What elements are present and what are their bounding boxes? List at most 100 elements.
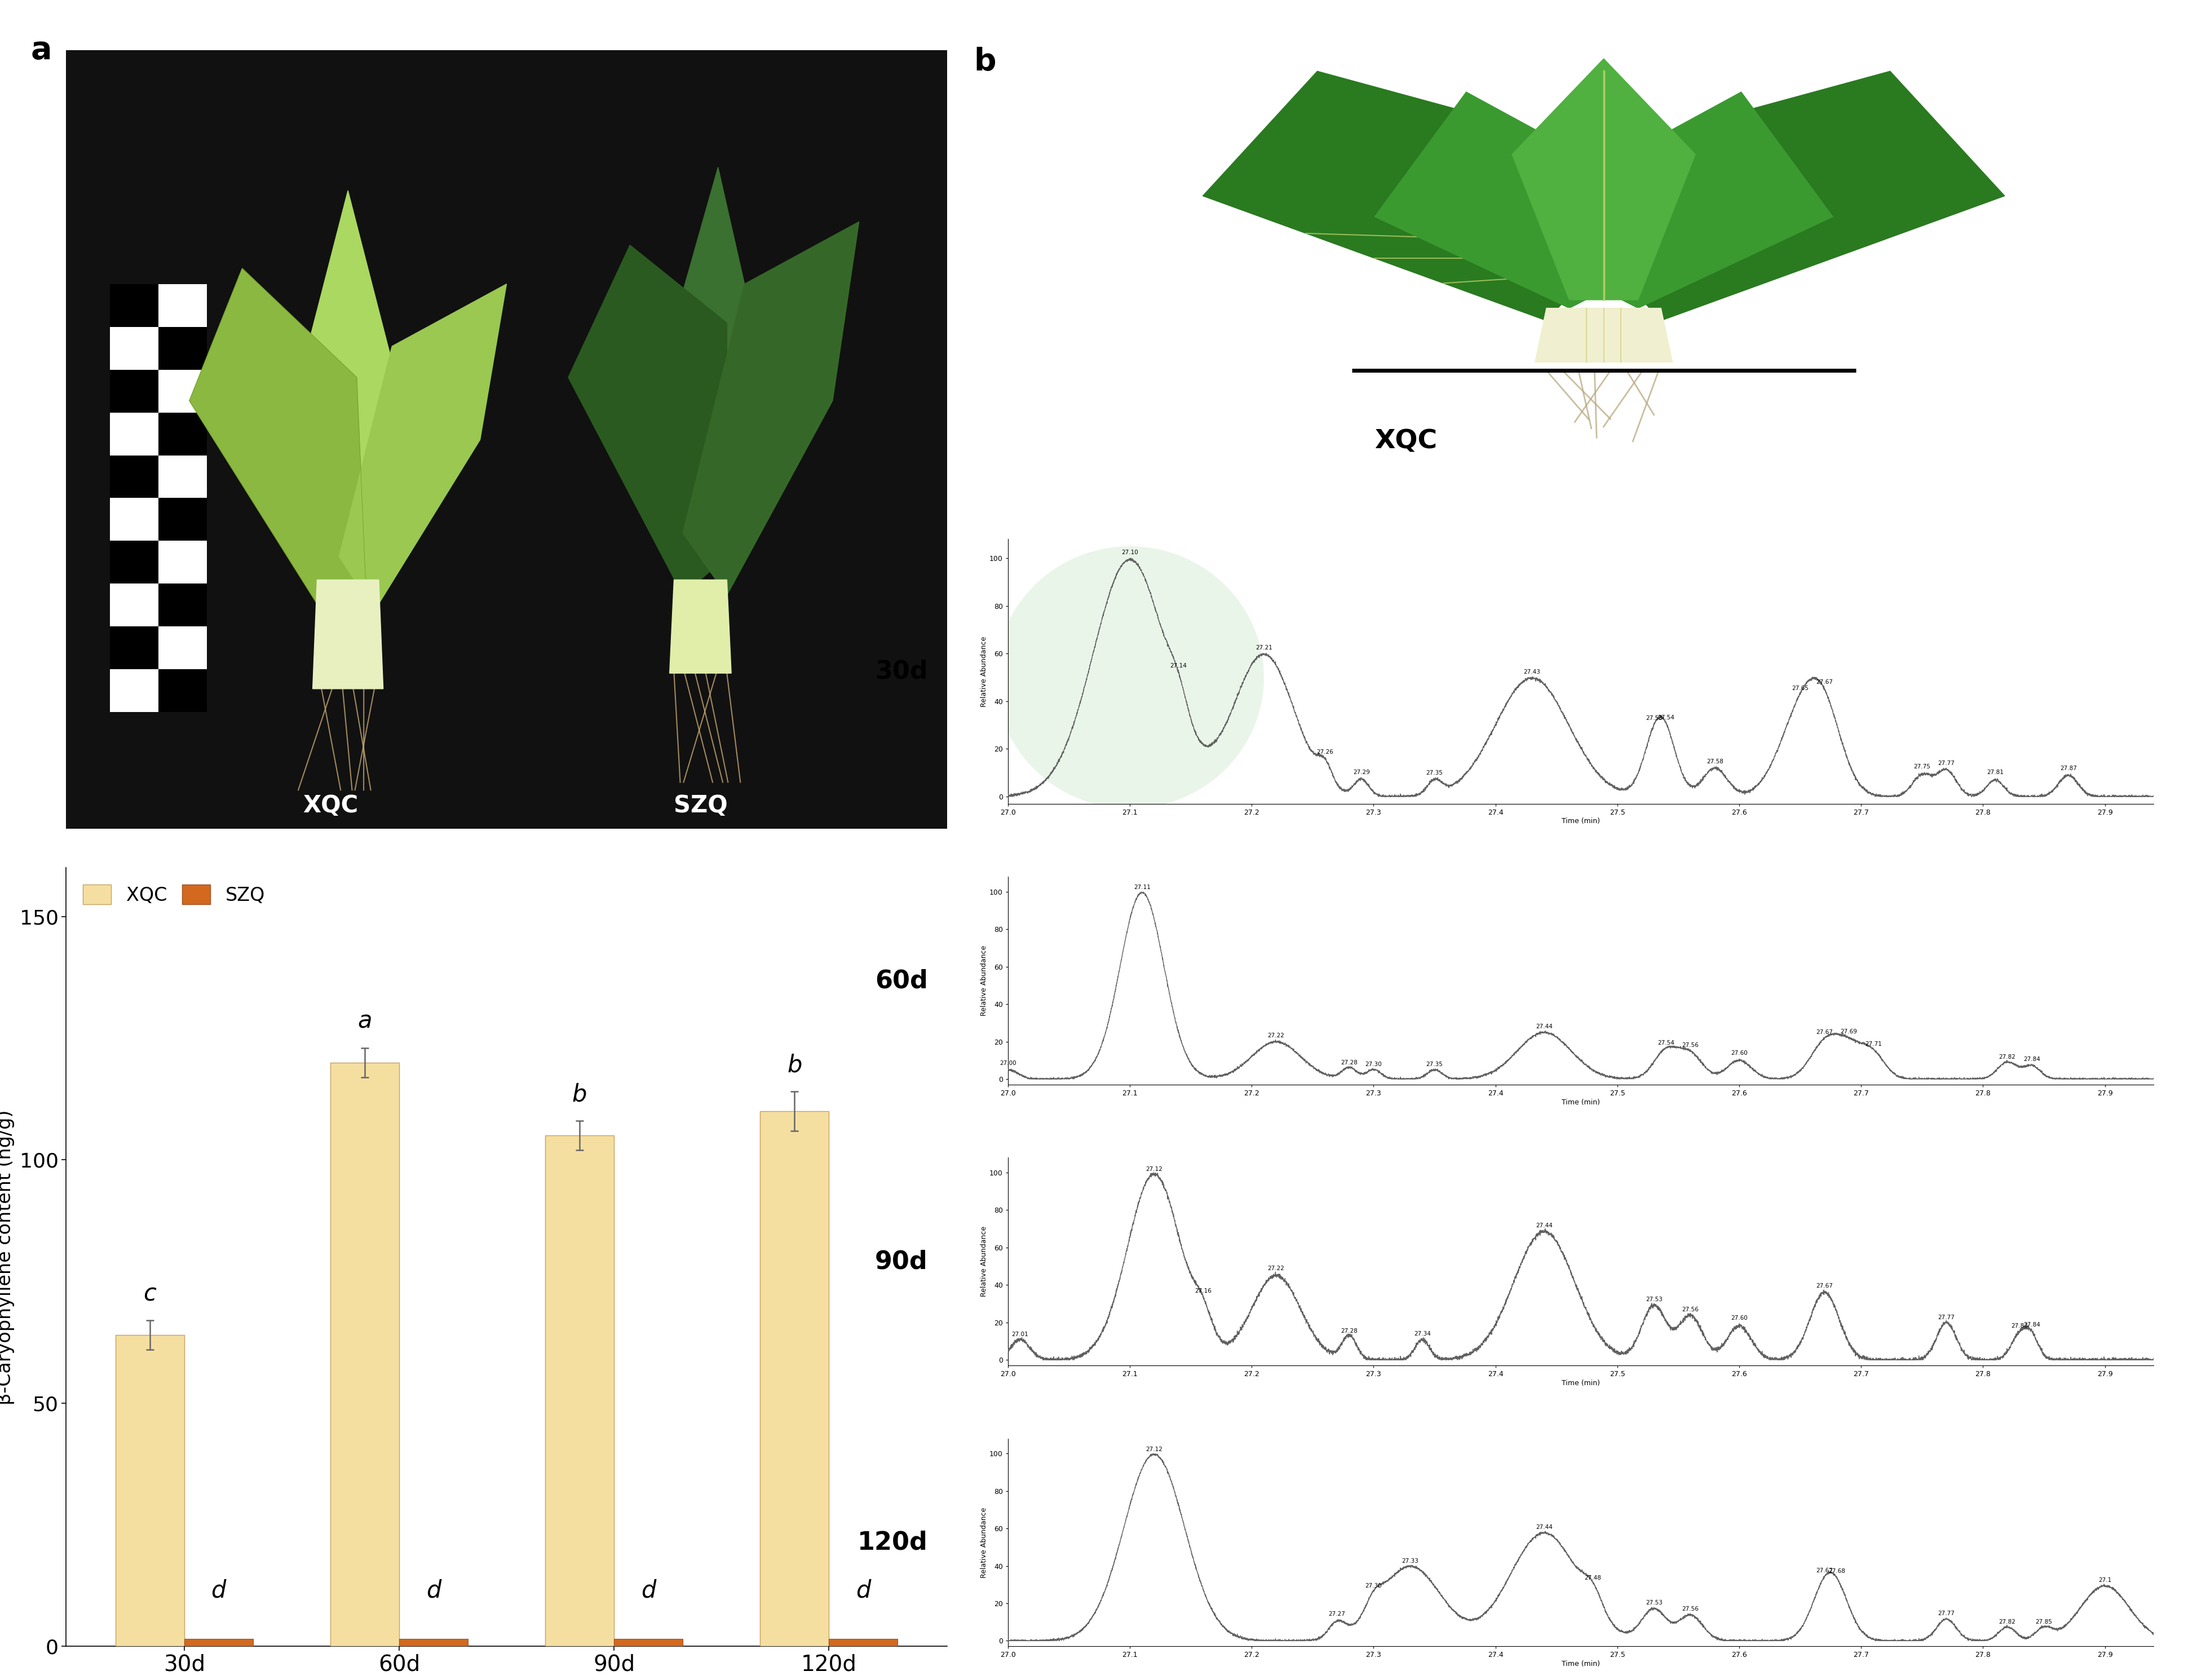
Text: 27.54: 27.54	[1657, 716, 1674, 721]
Text: 27.28: 27.28	[1340, 1329, 1358, 1334]
Polygon shape	[1512, 59, 1694, 299]
Text: 27.53: 27.53	[1646, 1599, 1661, 1606]
Text: 27.53: 27.53	[1646, 1297, 1661, 1302]
Polygon shape	[670, 580, 732, 674]
Bar	[110, 284, 158, 328]
Text: 27.58: 27.58	[1707, 759, 1722, 764]
Y-axis label: β-Caryophyllene content (ng/g): β-Caryophyllene content (ng/g)	[0, 1109, 15, 1404]
Polygon shape	[1604, 71, 2004, 321]
Bar	[400, 1640, 468, 1646]
Text: 27.01: 27.01	[1011, 1331, 1028, 1337]
Bar	[330, 1062, 400, 1646]
Text: 27.29: 27.29	[1353, 769, 1369, 774]
Polygon shape	[683, 222, 859, 595]
Bar	[613, 1640, 683, 1646]
X-axis label: Time (min): Time (min)	[1562, 1099, 1599, 1105]
Text: 90d: 90d	[874, 1250, 927, 1273]
Text: 27.67: 27.67	[1815, 679, 1832, 685]
Text: 27.67: 27.67	[1815, 1284, 1832, 1289]
X-axis label: Time (min): Time (min)	[1562, 1660, 1599, 1668]
Polygon shape	[1202, 71, 1604, 321]
Bar	[110, 370, 158, 412]
Bar	[158, 284, 207, 328]
Text: 27.30: 27.30	[1364, 1062, 1382, 1067]
Text: 27.81: 27.81	[1986, 769, 2004, 774]
Text: XQC: XQC	[1375, 428, 1437, 454]
Text: 27.35: 27.35	[1426, 1062, 1443, 1067]
Text: 27.35: 27.35	[1426, 769, 1443, 776]
Text: 27.84: 27.84	[2023, 1322, 2039, 1327]
Bar	[158, 627, 207, 669]
Polygon shape	[1534, 307, 1672, 363]
Text: 27.67: 27.67	[1815, 1567, 1832, 1574]
Text: 27.87: 27.87	[2059, 766, 2076, 771]
Bar	[545, 1136, 613, 1646]
Text: 27.67: 27.67	[1815, 1030, 1832, 1035]
Text: 27.60: 27.60	[1731, 1315, 1747, 1320]
Bar	[110, 455, 158, 497]
Text: 27.44: 27.44	[1536, 1223, 1553, 1228]
Text: d: d	[855, 1579, 870, 1603]
Bar	[828, 1640, 899, 1646]
Bar	[158, 669, 207, 712]
Text: 27.53: 27.53	[1646, 716, 1661, 721]
X-axis label: Time (min): Time (min)	[1562, 1379, 1599, 1386]
Text: b: b	[973, 47, 995, 77]
Text: 27.44: 27.44	[1536, 1023, 1553, 1030]
Text: d: d	[642, 1579, 655, 1603]
Text: 27.56: 27.56	[1681, 1307, 1698, 1312]
Text: d: d	[426, 1579, 442, 1603]
Text: 60d: 60d	[874, 969, 927, 993]
Bar	[110, 412, 158, 455]
Y-axis label: Relative Abundance: Relative Abundance	[980, 1226, 989, 1297]
Text: 120d: 120d	[857, 1530, 927, 1554]
Text: 27.14: 27.14	[1169, 664, 1186, 669]
Text: b: b	[571, 1082, 587, 1107]
Bar	[158, 541, 207, 583]
Text: 27.77: 27.77	[1938, 761, 1955, 766]
Text: a: a	[31, 35, 53, 66]
Bar	[158, 328, 207, 370]
Bar	[158, 583, 207, 627]
Text: 27.71: 27.71	[1865, 1042, 1881, 1047]
Polygon shape	[303, 190, 391, 595]
Text: 27.75: 27.75	[1914, 764, 1929, 769]
Text: 27.77: 27.77	[1938, 1315, 1955, 1320]
Text: 27.00: 27.00	[1000, 1060, 1015, 1065]
Text: 27.11: 27.11	[1134, 885, 1151, 890]
Legend: XQC, SZQ: XQC, SZQ	[75, 877, 272, 912]
Polygon shape	[338, 284, 508, 612]
Bar	[110, 541, 158, 583]
Text: 27.1: 27.1	[2098, 1578, 2111, 1583]
Text: 27.65: 27.65	[1791, 685, 1808, 690]
Bar	[114, 1336, 185, 1646]
Text: 27.34: 27.34	[1413, 1331, 1430, 1337]
Text: 27.68: 27.68	[1828, 1569, 1845, 1574]
Text: 27.21: 27.21	[1254, 645, 1272, 650]
X-axis label: Time (min): Time (min)	[1562, 818, 1599, 825]
Text: 27.56: 27.56	[1681, 1042, 1698, 1048]
Bar	[158, 455, 207, 497]
Text: 27.43: 27.43	[1523, 669, 1540, 675]
Text: SZQ: SZQ	[672, 793, 727, 816]
Text: 27.22: 27.22	[1268, 1265, 1285, 1272]
Text: 27.22: 27.22	[1268, 1033, 1285, 1038]
Bar	[110, 328, 158, 370]
Bar	[110, 583, 158, 627]
Text: 27.44: 27.44	[1536, 1524, 1553, 1530]
Ellipse shape	[995, 546, 1263, 808]
Y-axis label: Relative Abundance: Relative Abundance	[980, 637, 989, 707]
Polygon shape	[1580, 92, 1832, 307]
Text: 27.60: 27.60	[1731, 1050, 1747, 1057]
Text: 27.82: 27.82	[1999, 1620, 2015, 1625]
Text: 27.84: 27.84	[2023, 1057, 2039, 1062]
Text: 27.28: 27.28	[1340, 1060, 1358, 1065]
Bar	[185, 1640, 253, 1646]
Text: 27.69: 27.69	[1841, 1028, 1856, 1035]
Text: c: c	[143, 1282, 156, 1305]
Text: 27.12: 27.12	[1145, 1166, 1162, 1173]
Text: 27.10: 27.10	[1120, 549, 1138, 556]
Text: 27.33: 27.33	[1402, 1559, 1419, 1564]
Polygon shape	[189, 269, 365, 612]
Text: 27.30: 27.30	[1364, 1583, 1382, 1589]
